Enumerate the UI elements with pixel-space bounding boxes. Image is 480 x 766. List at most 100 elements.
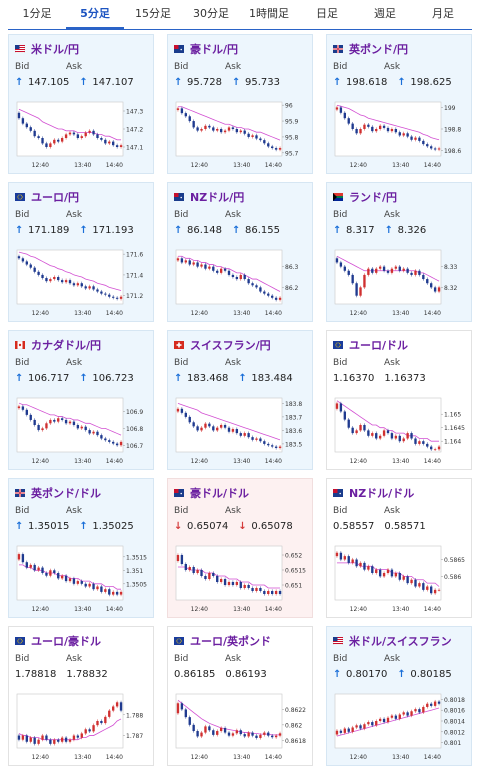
- candle: [60, 737, 64, 742]
- candle: [259, 287, 262, 292]
- candle: [57, 418, 60, 422]
- chart-container[interactable]: 8.33 8.32 12:40 13:40 14:40: [333, 246, 467, 318]
- currency-card[interactable]: ユーロ/英ポンド Bid Ask 0.86185 0.86193 0.8622 0.862 0…: [167, 626, 313, 766]
- currency-card[interactable]: ランド/円 Bid Ask ↑ 8.317 ↑ 8.326 8.33 8.32 12:40 13:4…: [326, 182, 472, 322]
- chart-container[interactable]: 0.8018 0.8016 0.8014 0.8012 0.801 12:40 13:40 1…: [333, 690, 467, 762]
- pair-name[interactable]: NZドル/円: [190, 191, 245, 204]
- tab-3[interactable]: 30分足: [193, 7, 229, 20]
- tab-2[interactable]: 15分足: [135, 7, 171, 20]
- tab-4[interactable]: 1時間足: [249, 7, 289, 20]
- card-header: カナダドル/円: [14, 338, 102, 352]
- candle: [274, 591, 278, 594]
- bid-ask-values: ↑ 171.189 ↑ 171.193: [15, 225, 144, 236]
- us-flag-icon: [332, 636, 344, 646]
- chart-container[interactable]: 147.3 147.2 147.1 12:40 13:40 14:40: [15, 98, 149, 170]
- bid-number: 86.148: [187, 225, 222, 236]
- candle: [239, 582, 242, 588]
- y-tick-label: 95.9: [285, 119, 299, 126]
- currency-card[interactable]: スイスフラン/円 Bid Ask ↑ 183.468 ↑ 183.484 183.8 183.7…: [167, 330, 313, 470]
- tab-7[interactable]: 月足: [432, 7, 454, 20]
- chart-container[interactable]: 1.3515 1.351 1.3505 12:40 13:40 14:40: [15, 542, 149, 614]
- currency-card[interactable]: 米ドル/円 Bid Ask ↑ 147.105 ↑ 147.107 147.3 147.2 147…: [8, 34, 154, 174]
- chart-container[interactable]: 86.3 86.2 12:40 13:40 14:40: [174, 246, 308, 318]
- currency-card[interactable]: 米ドル/スイスフラン Bid Ask ↑ 0.80170 ↑ 0.80185 0.8018 0.…: [326, 626, 472, 766]
- candle: [29, 564, 32, 568]
- pair-name[interactable]: ユーロ/英ポンド: [190, 635, 272, 648]
- pair-name[interactable]: カナダドル/円: [31, 339, 102, 352]
- x-tick-label: 12:40: [32, 458, 49, 465]
- candle: [355, 283, 358, 296]
- currency-card[interactable]: 豪ドル/円 Bid Ask ↑ 95.728 ↑ 95.733 96 95.9 95.8 95.7 1…: [167, 34, 313, 174]
- bid-label: Bid: [333, 210, 348, 220]
- pair-name[interactable]: 英ポンド/円: [349, 43, 409, 56]
- candle: [196, 262, 199, 267]
- chart-container[interactable]: 96 95.9 95.8 95.7 12:40 13:40 14:40: [174, 98, 308, 170]
- candle: [402, 133, 405, 136]
- pair-name[interactable]: 豪ドル/円: [190, 43, 239, 56]
- chart-container[interactable]: 1.788 1.787 12:40 13:40 14:40: [15, 690, 149, 762]
- candle: [267, 293, 270, 296]
- chart-container[interactable]: 199 198.8 198.6 12:40 13:40 14:40: [333, 98, 467, 170]
- pair-name[interactable]: ユーロ/豪ドル: [31, 635, 102, 648]
- tab-0[interactable]: 1分足: [22, 7, 52, 20]
- currency-card[interactable]: ユーロ/ドル Bid Ask 1.16370 1.16373 1.165 1.1645 1.1…: [326, 330, 472, 470]
- pair-name[interactable]: ユーロ/ドル: [349, 339, 409, 352]
- tab-5[interactable]: 日足: [316, 7, 338, 20]
- pair-name[interactable]: 英ポンド/ドル: [31, 487, 102, 500]
- currency-card[interactable]: ユーロ/豪ドル Bid Ask 1.78818 1.78832 1.788 1.787 12:…: [8, 626, 154, 766]
- candle: [204, 726, 207, 733]
- candle: [271, 146, 274, 149]
- candle: [57, 139, 60, 142]
- chart-container[interactable]: 183.8 183.7 183.6 183.5 12:40 13:40 14:40: [174, 394, 308, 466]
- pair-name[interactable]: NZドル/ドル: [349, 487, 415, 500]
- chart-container[interactable]: 106.9 106.8 106.7 12:40 13:40 14:40: [15, 394, 149, 466]
- candle: [390, 268, 394, 273]
- y-tick-label: 0.5865: [444, 557, 465, 564]
- candle: [196, 127, 199, 131]
- candle: [176, 555, 180, 561]
- bid-label: Bid: [15, 62, 30, 72]
- currency-card[interactable]: NZドル/ドル Bid Ask 0.58557 0.58571 0.5865 0.586 12…: [326, 478, 472, 618]
- bid-ask-labels: Bid Ask: [15, 654, 117, 664]
- currency-card[interactable]: カナダドル/円 Bid Ask ↑ 106.717 ↑ 106.723 106.9 106.8 1…: [8, 330, 154, 470]
- us-flag-icon: [14, 44, 26, 54]
- moving-average-line: [18, 402, 122, 436]
- chart-container[interactable]: 0.8622 0.862 0.8618 12:40 13:40 14:40: [174, 690, 308, 762]
- pair-name[interactable]: 米ドル/スイスフラン: [349, 635, 452, 648]
- chart-container[interactable]: 171.6 171.4 171.2 12:40 13:40 14:40: [15, 246, 149, 318]
- currency-card[interactable]: 英ポンド/ドル Bid Ask ↑ 1.35015 ↑ 1.35025 1.3515 1.351…: [8, 478, 154, 618]
- y-tick-label: 8.33: [444, 264, 458, 271]
- currency-card[interactable]: 英ポンド/円 Bid Ask ↑ 198.618 ↑ 198.625 199 198.8 198.…: [326, 34, 472, 174]
- candle: [17, 406, 21, 409]
- candle: [437, 287, 441, 292]
- candle: [45, 423, 48, 429]
- currency-card[interactable]: 豪ドル/ドル Bid Ask ↓ 0.65074 ↓ 0.65078 0.652 0.6515 0…: [167, 478, 313, 618]
- pair-name[interactable]: 米ドル/円: [31, 43, 80, 56]
- currency-card[interactable]: NZドル/円 Bid Ask ↑ 86.148 ↑ 86.155 86.3 86.2 12:40 1…: [167, 182, 313, 322]
- candle: [378, 569, 382, 577]
- candle: [53, 739, 56, 744]
- pair-name[interactable]: ユーロ/円: [31, 191, 80, 204]
- tab-6[interactable]: 週足: [374, 7, 396, 20]
- chart-container[interactable]: 0.5865 0.586 12:40 13:40 14:40: [333, 542, 467, 614]
- moving-average-line: [177, 403, 281, 441]
- bid-ask-values: ↑ 0.80170 ↑ 0.80185: [333, 669, 462, 680]
- ask-number: 0.86193: [225, 669, 267, 680]
- currency-card[interactable]: ユーロ/円 Bid Ask ↑ 171.189 ↑ 171.193 171.6 171.4 171…: [8, 182, 154, 322]
- chart-container[interactable]: 0.652 0.6515 0.651 12:40 13:40 14:40: [174, 542, 308, 614]
- pair-name[interactable]: 豪ドル/ドル: [190, 487, 250, 500]
- chart-container[interactable]: 1.165 1.1645 1.164 12:40 13:40 14:40: [333, 394, 467, 466]
- candle: [219, 268, 223, 273]
- plot-area: [16, 397, 124, 453]
- candle: [433, 589, 437, 594]
- candle: [251, 135, 254, 137]
- candle: [263, 732, 266, 735]
- ask-value: 1.78832: [66, 669, 112, 680]
- pair-name[interactable]: スイスフラン/円: [190, 339, 271, 352]
- tab-1[interactable]: 5分足: [66, 0, 124, 30]
- pair-name[interactable]: ランド/円: [349, 191, 398, 204]
- bid-ask-values: ↑ 1.35015 ↑ 1.35025: [15, 521, 144, 532]
- candle: [88, 430, 91, 434]
- nz-flag-icon: [174, 193, 184, 201]
- candle: [255, 285, 258, 288]
